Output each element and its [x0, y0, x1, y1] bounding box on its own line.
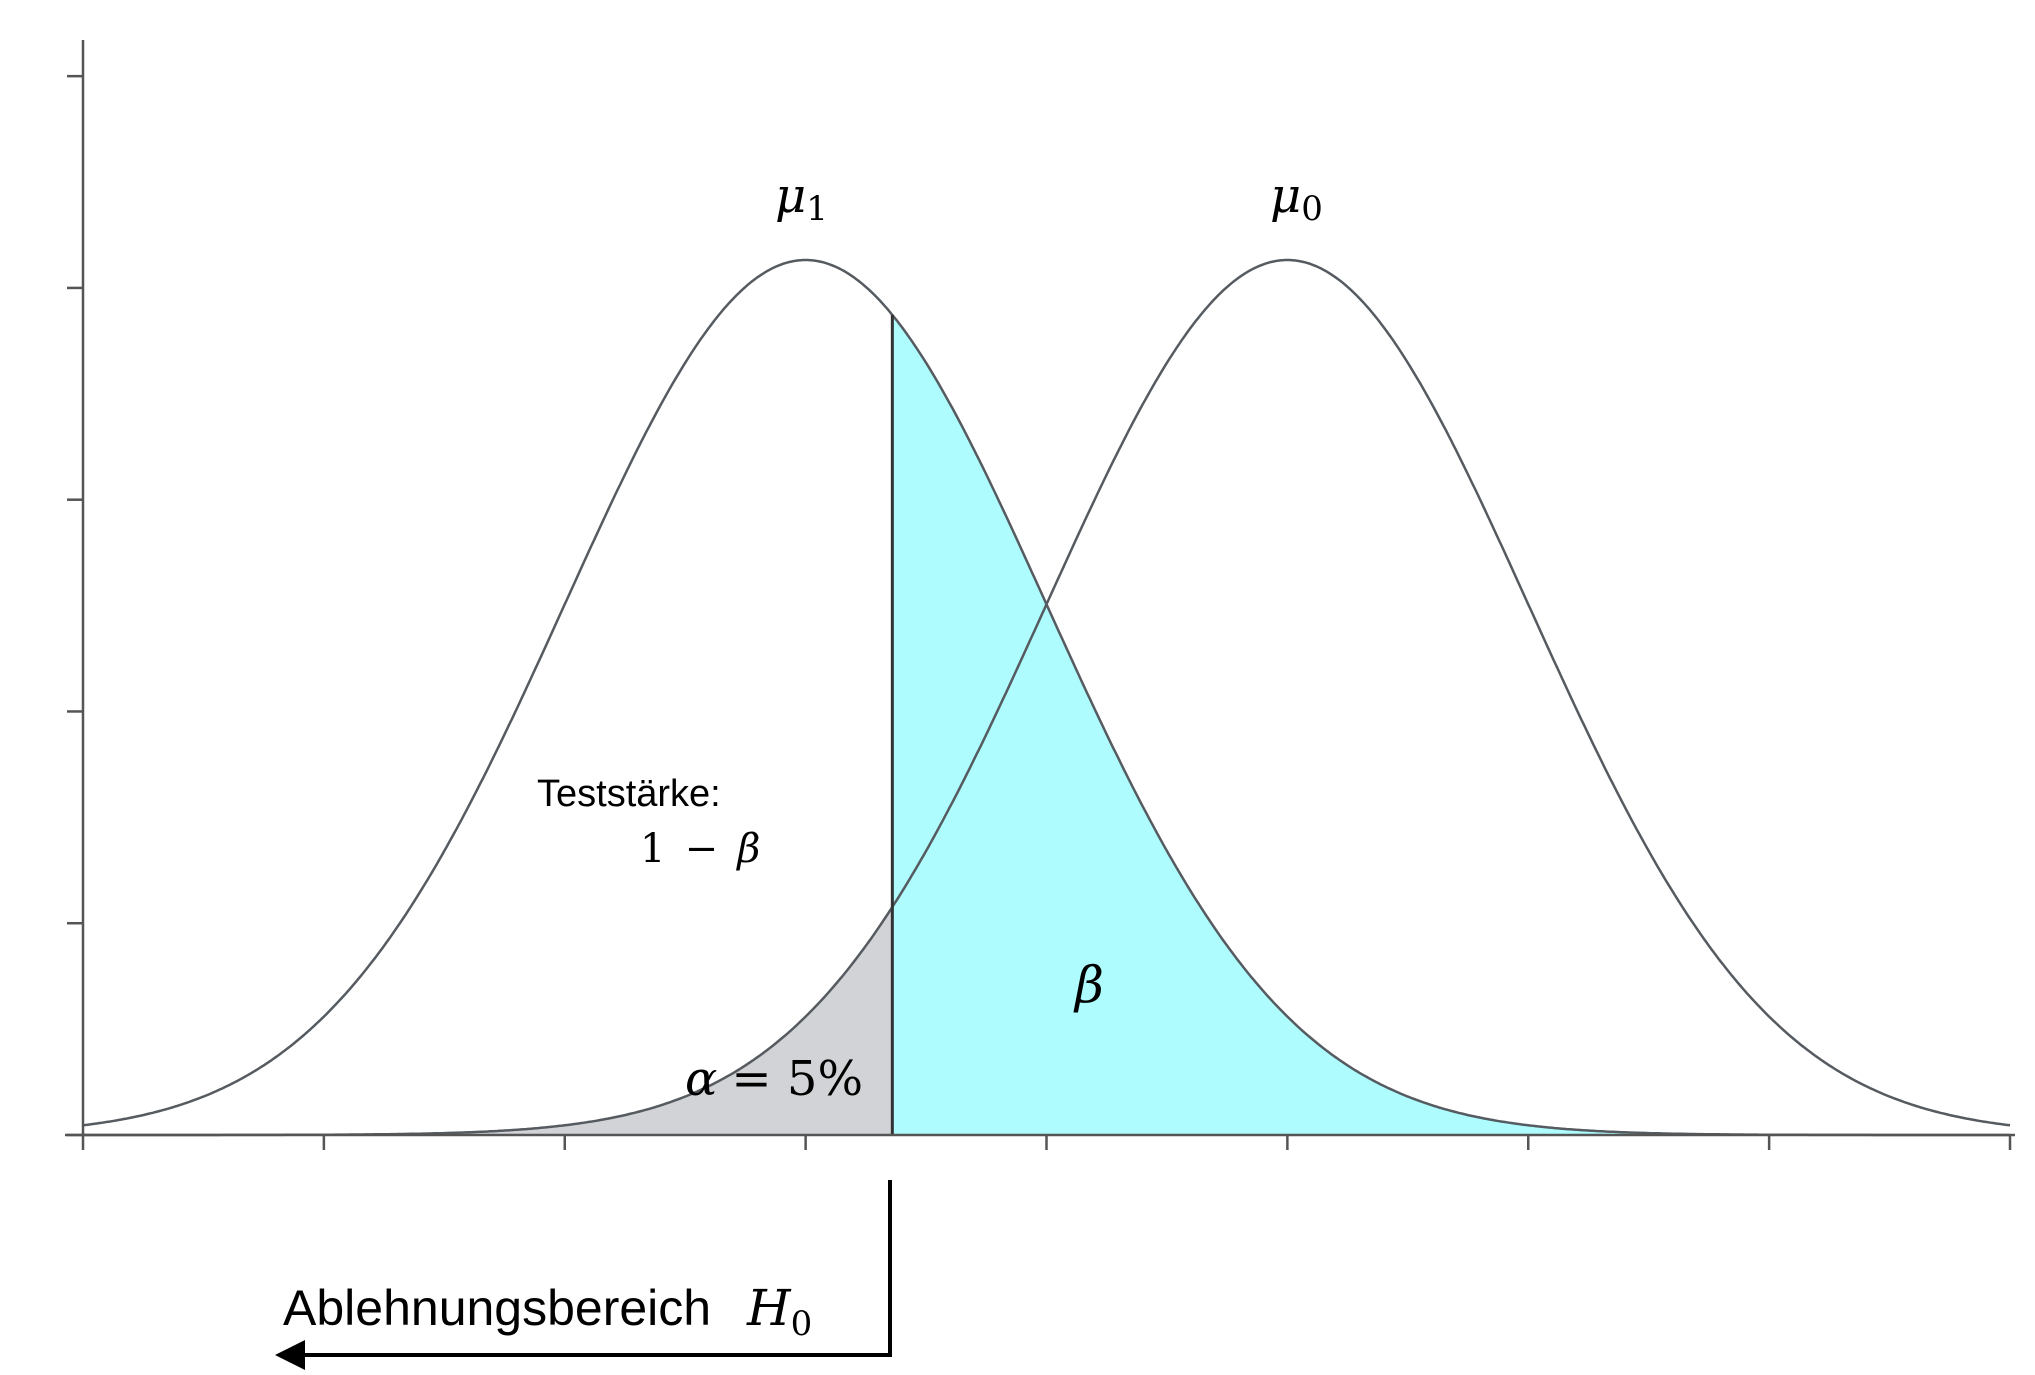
left-arrow-icon	[275, 1340, 305, 1370]
beta-label: β	[1073, 956, 1104, 1014]
x-axis-ticks	[81, 1135, 2012, 1150]
alpha-label: α = 5%	[685, 1051, 863, 1107]
rejection-region-label: Ablehnungsbereich H0	[283, 1279, 812, 1344]
y-axis-ticks	[67, 74, 83, 1137]
power-label: Teststärke:	[537, 773, 721, 815]
mu1-label: μ1	[775, 168, 828, 229]
alpha-region	[83, 907, 893, 1135]
beta-region	[892, 314, 2010, 1135]
rejection-region-bracket	[300, 1180, 892, 1357]
mu0-label: μ0	[1270, 168, 1323, 229]
power-formula: 1 − β	[640, 826, 760, 872]
